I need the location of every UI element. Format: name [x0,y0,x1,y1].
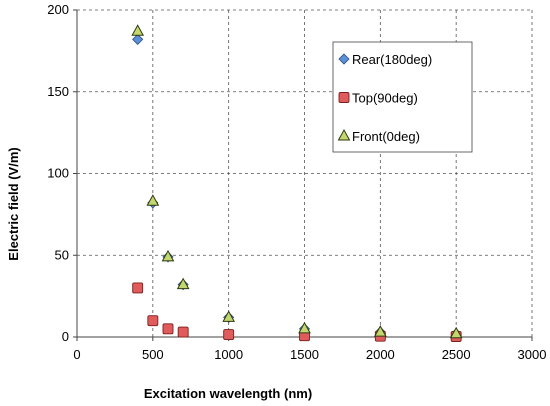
front-point [131,24,145,36]
legend-label-top: Top(90deg) [352,91,418,106]
x-tick-label: 0 [73,347,80,362]
x-tick-label: 1500 [290,347,319,362]
x-tick-label: 1000 [214,347,243,362]
legend-box [332,41,473,153]
x-tick-label: 2000 [366,347,395,362]
y-tick-label: 50 [55,247,69,262]
front-point [298,321,311,334]
y-axis-title: Electric field (V/m) [6,147,21,260]
legend: Rear(180deg) Top(90deg) Front(0deg) [332,41,473,153]
legend-marker-front [337,128,351,141]
data-points [131,24,463,342]
y-tick-label: 100 [47,166,69,181]
front-point [449,326,463,339]
front-point [146,194,160,206]
legend-label-front: Front(0deg) [352,129,420,144]
front-point [373,325,387,337]
front-point [222,310,236,322]
legend-marker-rear [338,53,350,65]
legend-label-rear: Rear(180deg) [352,52,432,67]
top-point [223,329,235,340]
rear-point [132,33,144,45]
top-point [162,323,174,335]
legend-marker-top [338,92,350,103]
front-point [161,249,175,262]
y-tick-label: 150 [47,84,69,99]
top-point [132,282,144,294]
y-tick-labels: 0 50 100 150 200 [47,2,69,344]
front-point [176,277,190,290]
x-axis-title: Excitation wavelength (nm) [144,386,312,401]
x-tick-label: 3000 [518,347,547,362]
x-tick-label: 2500 [442,347,471,362]
y-tick-label: 200 [47,2,69,17]
top-point [147,315,159,327]
x-tick-label: 500 [142,347,164,362]
x-tick-labels: 0 500 1000 1500 2000 2500 3000 [73,347,546,362]
top-point [177,326,189,338]
y-tick-label: 0 [62,329,69,344]
